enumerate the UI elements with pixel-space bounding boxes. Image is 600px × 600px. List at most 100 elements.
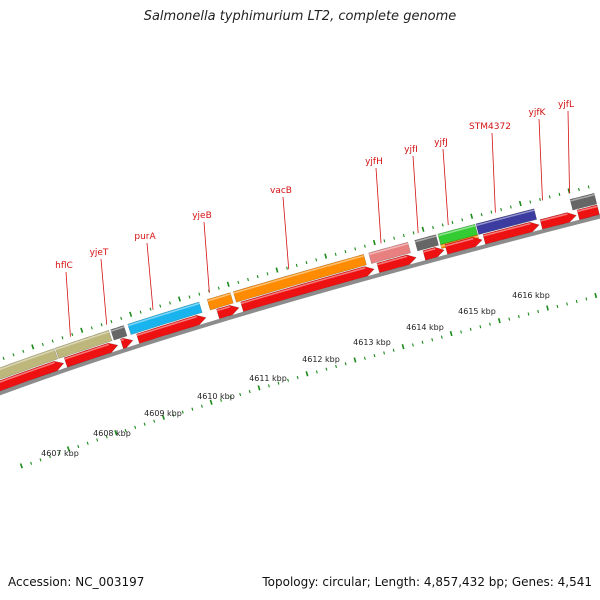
cds-arrow-6	[240, 266, 375, 312]
tick-mark	[12, 353, 15, 357]
tick-mark	[198, 292, 201, 296]
tick-mark	[440, 335, 443, 339]
tick-mark	[247, 277, 249, 282]
cds-arrow-3	[119, 337, 134, 350]
tick-mark	[517, 314, 520, 319]
tick-mark	[105, 435, 108, 439]
tick-mark	[139, 310, 142, 314]
kbp-label: 4609 kbp	[144, 409, 182, 418]
tick-mark	[527, 312, 530, 316]
tick-mark	[305, 371, 309, 377]
tick-mark	[373, 354, 376, 358]
gene-label-purA: purA	[134, 232, 156, 242]
cds-arrow-9	[444, 236, 483, 255]
tick-mark	[80, 327, 84, 333]
cds-arrow-2	[63, 342, 119, 368]
gene-label-yjfI: yjfI	[404, 145, 418, 155]
tick-mark	[431, 338, 434, 342]
tick-row-lower	[19, 292, 598, 469]
tick-mark	[335, 364, 337, 369]
tick-mark	[31, 344, 35, 350]
gene-leader-line	[146, 242, 154, 310]
tick-mark	[71, 332, 74, 337]
feature-purA	[127, 301, 203, 335]
tick-mark	[48, 454, 51, 459]
tick-mark	[90, 326, 93, 330]
tick-mark	[305, 260, 308, 265]
tick-mark	[143, 422, 146, 426]
tick-mark	[239, 392, 242, 397]
tick-mark	[267, 384, 270, 388]
feature-yjfL	[569, 192, 598, 211]
tick-mark	[363, 244, 366, 248]
gene-label-yjeT: yjeT	[90, 248, 109, 258]
tick-mark	[114, 430, 118, 436]
gene-label-STM4372: STM4372	[469, 122, 511, 132]
tick-mark	[393, 236, 396, 240]
tick-mark	[412, 343, 414, 347]
kbp-label: 4612 kbp	[302, 355, 340, 364]
tick-mark	[354, 247, 357, 251]
tick-mark	[220, 398, 222, 402]
kbp-label: 4616 kbp	[512, 291, 550, 300]
gene-leader-line	[567, 110, 570, 194]
tick-mark	[209, 399, 213, 405]
tick-mark	[509, 205, 512, 209]
tick-mark	[277, 381, 280, 385]
tick-mark	[449, 330, 453, 337]
tick-mark	[508, 317, 511, 321]
tick-mark	[229, 395, 232, 399]
tick-mark	[86, 441, 89, 445]
tick-mark	[353, 357, 357, 363]
tick-mark	[19, 463, 24, 469]
tick-mark	[41, 342, 44, 347]
cds-arrow-7	[376, 254, 417, 274]
tick-mark	[129, 311, 133, 317]
genome-backbone	[0, 214, 600, 396]
tick-mark	[497, 318, 501, 324]
tick-mark	[181, 410, 184, 414]
tick-mark	[77, 444, 80, 449]
tick-mark	[295, 263, 298, 267]
tick-mark	[577, 187, 580, 192]
gene-leader-line	[375, 167, 382, 244]
tick-mark	[537, 309, 540, 314]
tick-mark	[460, 330, 462, 334]
kbp-label: 4611 kbp	[249, 374, 287, 383]
tick-mark	[169, 301, 171, 305]
tick-mark	[248, 390, 251, 394]
tick-mark	[172, 413, 175, 417]
cds-arrow-1	[0, 360, 65, 392]
tick-mark	[30, 461, 33, 465]
tick-mark	[432, 226, 434, 230]
tick-mark	[286, 266, 288, 270]
tick-mark	[200, 404, 203, 408]
tick-mark	[556, 304, 559, 309]
kbp-label: 4607 kbp	[41, 449, 79, 458]
gene-label-yjfH: yjfH	[365, 157, 383, 167]
tick-mark	[344, 362, 347, 366]
tick-mark	[134, 425, 137, 429]
tick-mark	[402, 233, 405, 238]
tick-mark	[558, 192, 561, 196]
tick-mark	[587, 185, 590, 189]
tick-mark	[226, 281, 230, 287]
tick-mark	[153, 419, 156, 423]
tick-mark	[315, 370, 318, 374]
tick-mark	[110, 319, 113, 324]
tick-mark	[120, 316, 123, 320]
tick-mark	[275, 267, 279, 273]
gene-leader-line	[100, 258, 108, 325]
tick-mark	[461, 218, 464, 222]
tick-mark	[39, 458, 42, 462]
feature-olive-2	[54, 329, 113, 359]
gene-leader-line	[203, 221, 210, 293]
gene-label-yjfL: yjfL	[558, 100, 574, 110]
tick-mark	[490, 210, 493, 214]
tick-mark	[480, 213, 483, 217]
tick-mark	[451, 220, 454, 224]
feature-yjeB	[206, 292, 234, 311]
tick-mark	[257, 385, 261, 391]
feature-olive-1	[0, 348, 59, 380]
